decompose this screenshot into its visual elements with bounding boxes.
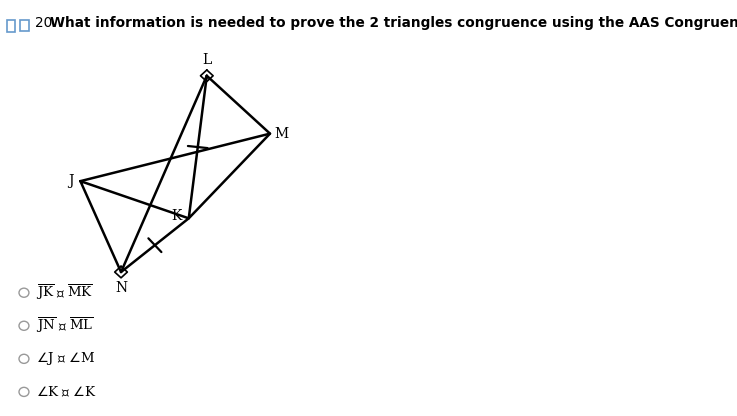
Text: M: M	[274, 126, 288, 141]
Text: L: L	[202, 53, 212, 67]
Text: J: J	[68, 174, 73, 188]
Text: N: N	[115, 281, 127, 295]
Text: $\overline{\mathregular{JK}}$ ≅ $\overline{\mathregular{MK}}$: $\overline{\mathregular{JK}}$ ≅ $\overli…	[36, 283, 94, 302]
Text: $\angle$K ≅ $\angle$K: $\angle$K ≅ $\angle$K	[36, 385, 97, 399]
Text: K: K	[171, 209, 181, 223]
Text: What information is needed to prove the 2 triangles congruence using the AAS Con: What information is needed to prove the …	[50, 16, 737, 30]
Text: $\angle$J ≅ $\angle$M: $\angle$J ≅ $\angle$M	[36, 350, 95, 367]
Text: 20.: 20.	[35, 16, 57, 30]
Text: $\overline{\mathregular{JN}}$ ≅ $\overline{\mathregular{ML}}$: $\overline{\mathregular{JN}}$ ≅ $\overli…	[36, 316, 94, 335]
